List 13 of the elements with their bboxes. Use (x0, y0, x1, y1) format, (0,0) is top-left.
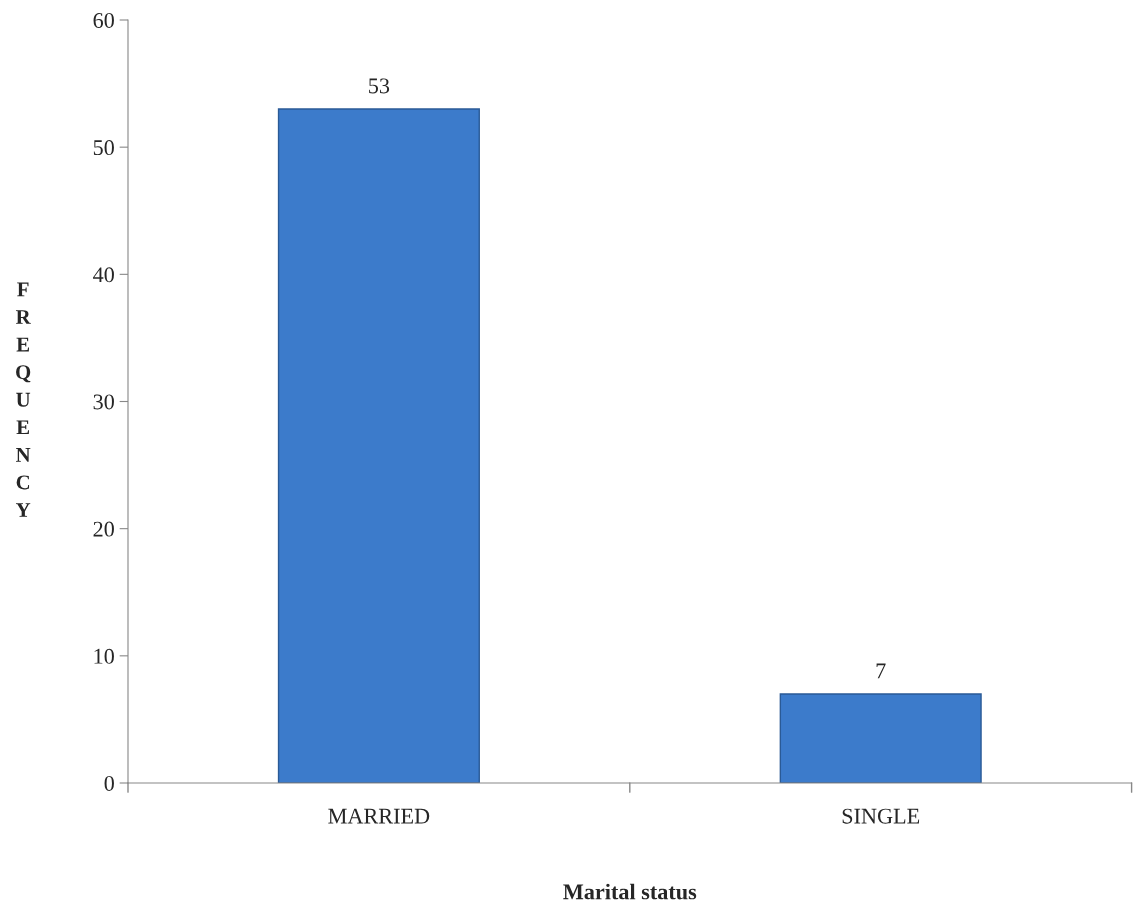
x-tick-label: MARRIED (328, 808, 430, 824)
x-tick-label: SINGLE (842, 808, 920, 824)
y-tick-label: 30 (93, 394, 114, 410)
data-label: 53 (369, 78, 390, 94)
data-label: 7 (876, 663, 886, 679)
y-tick-label: 0 (104, 775, 114, 791)
text: FREQUENCY (15, 282, 31, 517)
y-tick-label: 10 (94, 648, 114, 664)
y-tick-label: 60 (93, 12, 114, 28)
y-tick-label: 40 (93, 267, 114, 283)
x-axis-title: Marital status (563, 883, 697, 900)
y-tick-label: 20 (93, 521, 114, 537)
y-tick-label: 50 (93, 140, 114, 156)
